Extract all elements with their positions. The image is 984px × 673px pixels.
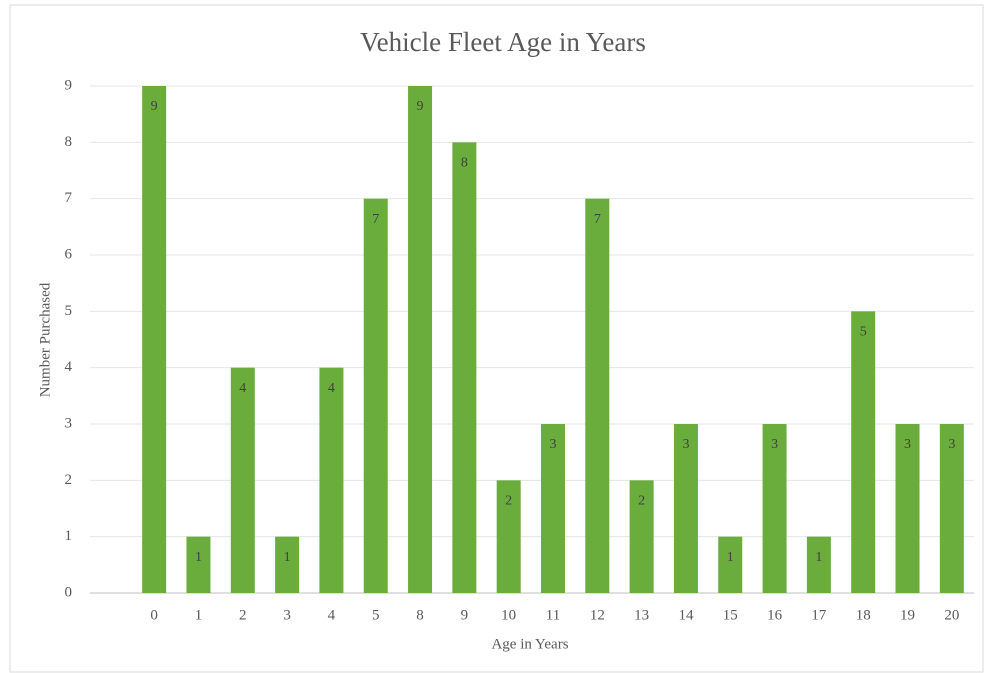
x-tick-label: 16 [767, 607, 783, 623]
bar [585, 198, 610, 593]
x-tick-label: 9 [461, 607, 469, 623]
x-tick-label: 15 [723, 607, 738, 623]
x-tick-label: 19 [900, 607, 915, 623]
y-tick-label: 0 [65, 584, 73, 600]
bar [851, 311, 876, 593]
bar [541, 424, 565, 593]
data-label: 1 [284, 550, 291, 565]
data-label: 5 [860, 325, 867, 340]
y-tick-label: 7 [65, 190, 73, 206]
y-tick-label: 5 [65, 303, 73, 319]
chart-title: Vehicle Fleet Age in Years [360, 27, 646, 57]
bar [142, 86, 167, 593]
data-label: 7 [594, 212, 601, 227]
data-label: 8 [461, 156, 468, 171]
x-tick-label: 11 [546, 607, 560, 623]
data-label: 3 [550, 437, 557, 452]
bar [452, 142, 477, 594]
y-tick-label: 9 [65, 77, 73, 93]
x-tick-label: 17 [811, 607, 827, 623]
y-tick-label: 4 [65, 359, 73, 375]
bar [939, 424, 964, 593]
data-label: 7 [372, 212, 379, 227]
x-tick-label: 12 [590, 607, 605, 623]
x-tick-label: 4 [328, 607, 336, 623]
bar [230, 367, 255, 593]
data-label: 3 [904, 437, 911, 452]
x-tick-label: 10 [501, 607, 516, 623]
x-tick-label: 14 [678, 607, 694, 623]
x-tick-label: 0 [150, 607, 158, 623]
x-tick-label: 2 [239, 607, 247, 623]
bar [806, 536, 831, 593]
y-tick-label: 2 [65, 472, 73, 488]
data-label: 1 [815, 550, 822, 565]
x-tick-label: 1 [195, 607, 203, 623]
x-tick-label: 13 [634, 607, 649, 623]
x-tick-label: 20 [944, 607, 959, 623]
x-tick-label: 8 [416, 607, 424, 623]
y-tick-label: 1 [65, 528, 73, 544]
y-axis-label: Number Purchased [37, 282, 53, 397]
bar [629, 480, 654, 593]
data-label: 1 [195, 550, 202, 565]
data-label: 2 [638, 494, 645, 509]
data-label: 2 [505, 494, 512, 509]
bar [673, 424, 698, 593]
x-tick-label: 18 [856, 607, 871, 623]
data-label: 4 [328, 381, 335, 396]
data-label: 4 [239, 381, 246, 396]
bar [718, 536, 743, 593]
bar [319, 367, 344, 593]
bar [496, 480, 521, 593]
y-tick-label: 6 [65, 246, 73, 262]
y-tick-label: 8 [65, 134, 73, 150]
bar [762, 424, 787, 593]
x-axis-label: Age in Years [491, 636, 568, 652]
data-label: 3 [771, 437, 778, 452]
x-tick-label: 3 [283, 607, 291, 623]
bar [895, 424, 920, 593]
x-tick-label: 5 [372, 607, 380, 623]
bar [186, 536, 211, 593]
bar [408, 86, 433, 593]
y-tick-label: 3 [65, 415, 73, 431]
bar [363, 198, 388, 593]
data-label: 3 [682, 437, 689, 452]
bar [275, 536, 300, 593]
data-label: 9 [151, 99, 158, 114]
data-label: 9 [417, 99, 424, 114]
data-label: 3 [948, 437, 955, 452]
data-label: 1 [727, 550, 734, 565]
